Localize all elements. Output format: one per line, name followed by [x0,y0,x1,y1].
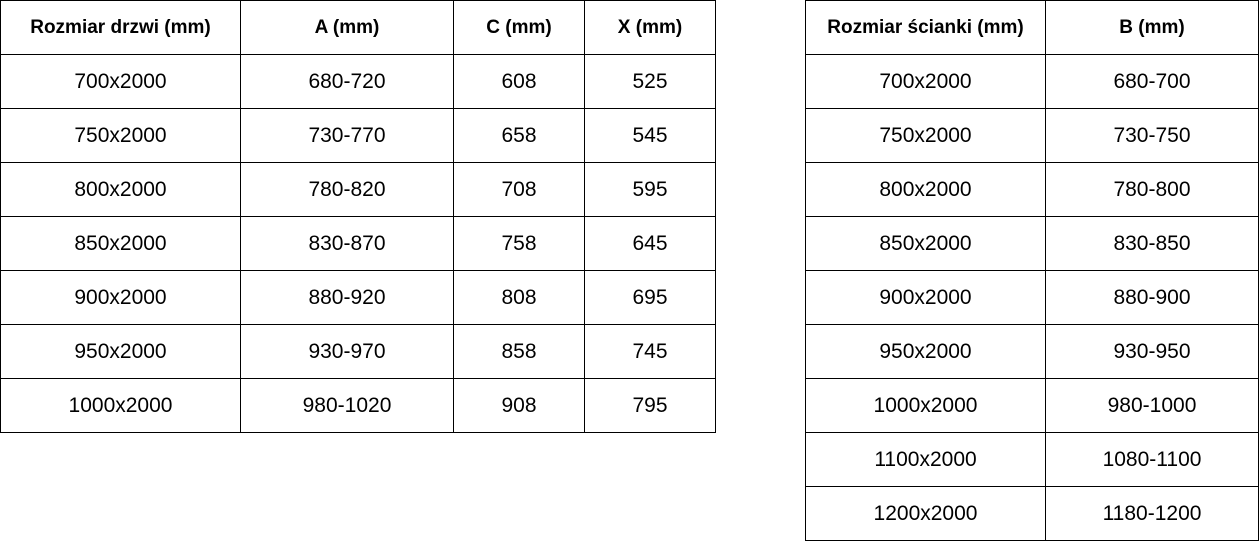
header-x: X (mm) [584,0,716,55]
a-cell: 930-970 [240,324,454,379]
x-cell: 745 [584,324,716,379]
x-cell: 525 [584,54,716,109]
b-cell: 730-750 [1045,108,1259,163]
table-row: 950x2000 930-950 [805,324,1259,379]
b-cell: 830-850 [1045,216,1259,271]
c-cell: 858 [453,324,585,379]
c-cell: 758 [453,216,585,271]
door-size-cell: 900x2000 [0,270,241,325]
c-cell: 808 [453,270,585,325]
header-door-size: Rozmiar drzwi (mm) [0,0,241,55]
door-size-cell: 750x2000 [0,108,241,163]
c-cell: 708 [453,162,585,217]
b-cell: 980-1000 [1045,378,1259,433]
table-row: 1000x2000 980-1000 [805,378,1259,433]
table-row: 800x2000 780-820 708 595 [0,162,716,217]
b-cell: 930-950 [1045,324,1259,379]
a-cell: 730-770 [240,108,454,163]
x-cell: 695 [584,270,716,325]
wall-size-cell: 800x2000 [805,162,1046,217]
header-c: C (mm) [453,0,585,55]
x-cell: 645 [584,216,716,271]
wall-size-cell: 950x2000 [805,324,1046,379]
wall-size-cell: 700x2000 [805,54,1046,109]
a-cell: 780-820 [240,162,454,217]
b-cell: 780-800 [1045,162,1259,217]
b-cell: 1080-1100 [1045,432,1259,487]
header-a: A (mm) [240,0,454,55]
table-row: 1000x2000 980-1020 908 795 [0,378,716,433]
c-cell: 658 [453,108,585,163]
x-cell: 795 [584,378,716,433]
door-size-cell: 850x2000 [0,216,241,271]
table-row: 850x2000 830-850 [805,216,1259,271]
wall-size-cell: 1000x2000 [805,378,1046,433]
wall-size-cell: 750x2000 [805,108,1046,163]
door-size-cell: 950x2000 [0,324,241,379]
wall-size-cell: 900x2000 [805,270,1046,325]
wall-size-cell: 1200x2000 [805,486,1046,541]
table-row: 700x2000 680-720 608 525 [0,54,716,109]
table-row: 700x2000 680-700 [805,54,1259,109]
wall-size-table: Rozmiar ścianki (mm) B (mm) 700x2000 680-… [805,0,1259,541]
a-cell: 980-1020 [240,378,454,433]
table-row: 750x2000 730-770 658 545 [0,108,716,163]
b-cell: 880-900 [1045,270,1259,325]
a-cell: 880-920 [240,270,454,325]
table-row: 850x2000 830-870 758 645 [0,216,716,271]
b-cell: 680-700 [1045,54,1259,109]
b-cell: 1180-1200 [1045,486,1259,541]
header-row: Rozmiar drzwi (mm) A (mm) C (mm) X (mm) [0,0,716,55]
table-row: 800x2000 780-800 [805,162,1259,217]
a-cell: 830-870 [240,216,454,271]
table-row: 950x2000 930-970 858 745 [0,324,716,379]
wall-size-cell: 850x2000 [805,216,1046,271]
door-size-cell: 700x2000 [0,54,241,109]
header-row: Rozmiar ścianki (mm) B (mm) [805,0,1259,55]
door-size-cell: 1000x2000 [0,378,241,433]
door-size-table: Rozmiar drzwi (mm) A (mm) C (mm) X (mm) … [0,0,716,433]
table-row: 900x2000 880-920 808 695 [0,270,716,325]
header-wall-size: Rozmiar ścianki (mm) [805,0,1046,55]
table-row: 750x2000 730-750 [805,108,1259,163]
wall-size-cell: 1100x2000 [805,432,1046,487]
c-cell: 608 [453,54,585,109]
door-size-cell: 800x2000 [0,162,241,217]
table-row: 1100x2000 1080-1100 [805,432,1259,487]
a-cell: 680-720 [240,54,454,109]
x-cell: 545 [584,108,716,163]
x-cell: 595 [584,162,716,217]
table-row: 1200x2000 1180-1200 [805,486,1259,541]
table-row: 900x2000 880-900 [805,270,1259,325]
c-cell: 908 [453,378,585,433]
header-b: B (mm) [1045,0,1259,55]
